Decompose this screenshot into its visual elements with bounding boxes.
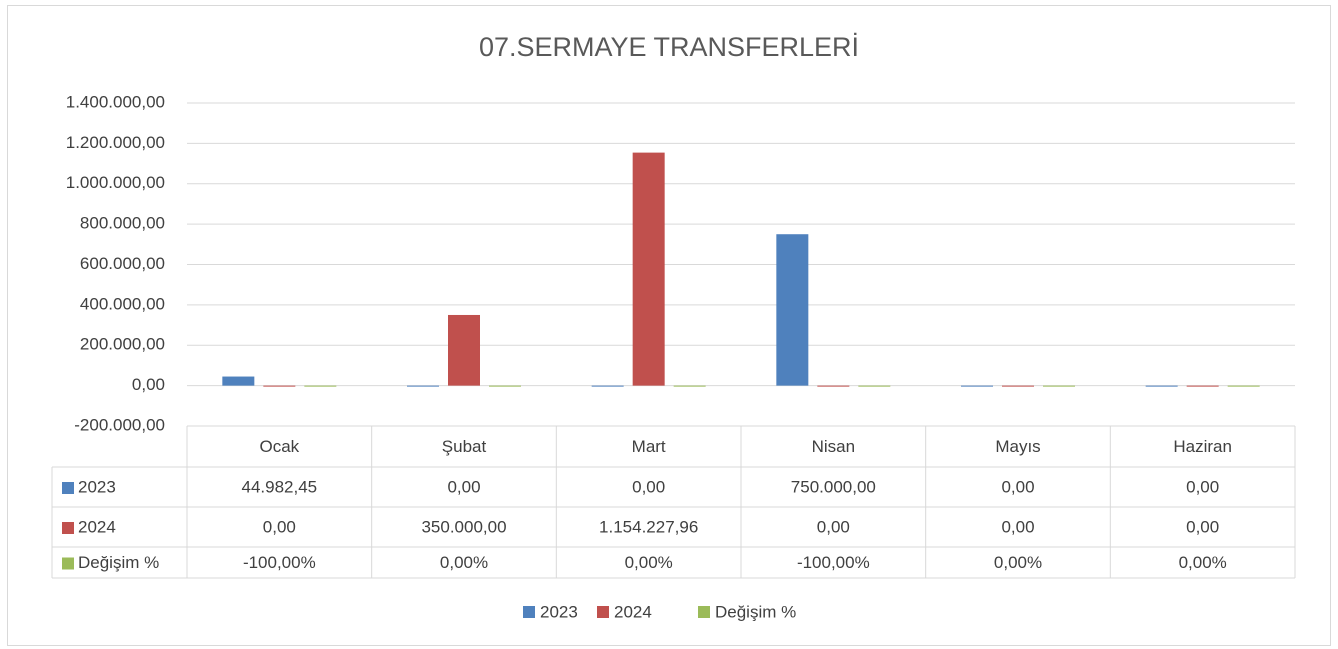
table-cell: 0,00	[1001, 517, 1034, 536]
bar	[673, 385, 706, 387]
bar	[448, 314, 480, 386]
table-cell: 0,00%	[440, 553, 488, 572]
bar	[1145, 385, 1178, 387]
y-tick-label: -200.000,00	[74, 415, 165, 434]
bar	[776, 234, 809, 386]
y-tick-label: 800.000,00	[80, 214, 165, 233]
bar	[591, 385, 624, 387]
table-cell: 0,00%	[994, 553, 1042, 572]
bar	[817, 385, 850, 387]
bar	[632, 152, 665, 386]
table-cell: 0,00	[1186, 477, 1219, 496]
table-cell: 0,00	[1001, 477, 1034, 496]
table-cell: 0,00	[263, 517, 296, 536]
legend-key	[698, 606, 710, 618]
x-tick-label: Haziran	[1173, 437, 1232, 456]
table-cell: 750.000,00	[791, 477, 876, 496]
table-legend-key	[62, 482, 74, 494]
table-cell: 0,00%	[1179, 553, 1227, 572]
bar	[304, 385, 337, 387]
chart-title: 07.SERMAYE TRANSFERLERİ	[479, 31, 859, 62]
y-tick-label: 1.000.000,00	[66, 173, 165, 192]
y-tick-label: 600.000,00	[80, 254, 165, 273]
y-tick-label: 400.000,00	[80, 294, 165, 313]
bar	[222, 376, 255, 386]
table-cell: 0,00%	[625, 553, 673, 572]
table-cell: 44.982,45	[242, 477, 318, 496]
table-cell: 1.154.227,96	[599, 517, 698, 536]
table-cell: 0,00	[632, 477, 665, 496]
table-legend-key	[62, 557, 74, 570]
table-row-label: 2023	[78, 477, 116, 496]
y-tick-label: 1.400.000,00	[66, 92, 165, 111]
chart-frame	[7, 5, 1331, 646]
x-tick-label: Şubat	[442, 437, 487, 456]
bar	[1186, 385, 1219, 387]
y-tick-label: 200.000,00	[80, 335, 165, 354]
x-tick-label: Mayıs	[995, 437, 1040, 456]
legend-label: 2024	[614, 602, 652, 621]
legend-key	[523, 606, 535, 618]
bar	[263, 385, 296, 387]
table-row-label: 2024	[78, 517, 116, 536]
bar	[489, 385, 521, 387]
y-tick-label: 0,00	[132, 375, 165, 394]
legend-label: 2023	[540, 602, 578, 621]
table-cell: 0,00	[447, 477, 480, 496]
bar	[1227, 385, 1260, 387]
x-tick-label: Ocak	[259, 437, 299, 456]
table-legend-key	[62, 522, 74, 534]
bar	[407, 385, 439, 387]
legend-label: Değişim %	[715, 602, 796, 621]
table-row-label: Değişim %	[78, 553, 159, 572]
table-cell: 0,00	[1186, 517, 1219, 536]
bar	[961, 385, 993, 387]
table-cell: -100,00%	[243, 553, 316, 572]
bar	[858, 385, 891, 387]
table-cell: 350.000,00	[421, 517, 506, 536]
y-tick-label: 1.200.000,00	[66, 133, 165, 152]
bar	[1043, 385, 1075, 387]
table-cell: 0,00	[817, 517, 850, 536]
x-tick-label: Nisan	[812, 437, 855, 456]
bar	[1002, 385, 1034, 387]
table-cell: -100,00%	[797, 553, 870, 572]
x-tick-label: Mart	[632, 437, 666, 456]
legend-key	[597, 606, 609, 618]
